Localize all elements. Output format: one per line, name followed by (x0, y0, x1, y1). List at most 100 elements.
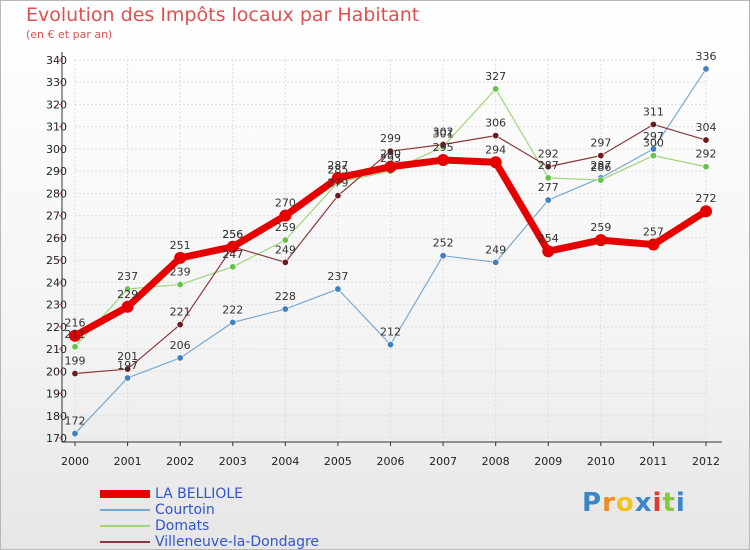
data-label: 247 (222, 248, 243, 261)
data-label: 239 (170, 266, 191, 279)
data-point (281, 236, 289, 244)
data-label: 249 (275, 243, 296, 256)
chart-subtitle: (en € et par an) (26, 28, 113, 41)
data-label: 201 (117, 350, 138, 363)
data-label: 252 (433, 237, 454, 250)
y-tick-label: 270 (46, 210, 67, 223)
legend-swatch (100, 525, 150, 527)
legend-label: Courtoin (155, 502, 215, 518)
legend-label: Domats (155, 518, 210, 534)
x-tick-label: 2002 (166, 455, 194, 468)
data-point (71, 343, 79, 351)
data-point (124, 374, 132, 382)
y-tick-label: 240 (46, 276, 67, 289)
data-label: 290 (380, 148, 401, 161)
data-label: 216 (65, 317, 86, 330)
data-label: 206 (170, 339, 191, 352)
data-label: 306 (485, 117, 506, 130)
y-tick-label: 190 (46, 388, 67, 401)
data-point (279, 209, 292, 222)
data-point (439, 140, 447, 148)
data-label: 287 (538, 159, 559, 172)
data-point (229, 318, 237, 326)
data-label: 228 (275, 290, 296, 303)
data-point (229, 263, 237, 271)
y-tick-label: 260 (46, 232, 67, 245)
data-label: 199 (65, 355, 86, 368)
data-point (281, 305, 289, 313)
legend-swatch (100, 541, 150, 543)
data-point (544, 196, 552, 204)
logo-letter: P (582, 488, 603, 518)
x-tick-label: 2005 (324, 455, 352, 468)
y-tick-label: 230 (46, 299, 67, 312)
legend-label: Villeneuve-la-Dondagre (155, 534, 320, 550)
proxiti-logo: Proxiti (582, 488, 686, 518)
data-label: 302 (433, 125, 454, 138)
x-tick-label: 2008 (482, 455, 510, 468)
data-label: 299 (380, 132, 401, 145)
y-tick-label: 320 (46, 98, 67, 111)
data-label: 293 (380, 152, 401, 165)
data-point (71, 430, 79, 438)
data-label: 297 (590, 137, 611, 150)
data-point (176, 281, 184, 289)
x-tick-label: 2010 (587, 455, 615, 468)
data-point (281, 258, 289, 266)
data-label: 249 (485, 243, 506, 256)
data-point (226, 240, 239, 253)
data-label: 304 (696, 121, 717, 134)
data-point (702, 163, 710, 171)
data-label: 257 (643, 226, 664, 239)
data-label: 292 (696, 148, 717, 161)
data-label: 285 (327, 163, 348, 176)
data-label: 297 (643, 130, 664, 143)
y-tick-label: 340 (46, 54, 67, 67)
data-point (386, 341, 394, 349)
data-point (124, 285, 132, 293)
legend-label: LA BELLIOLE (155, 486, 243, 502)
data-point (176, 354, 184, 362)
data-point (647, 238, 660, 251)
data-point (71, 370, 79, 378)
data-label: 277 (538, 181, 559, 194)
data-label: 256 (222, 228, 243, 241)
y-tick-label: 280 (46, 187, 67, 200)
logo-letter: o (615, 488, 635, 518)
data-point (544, 174, 552, 182)
data-label: 259 (590, 221, 611, 234)
data-label: 295 (433, 141, 454, 154)
data-point (174, 251, 187, 264)
data-point (542, 245, 555, 258)
chart-title: Evolution des Impôts locaux par Habitant (26, 4, 420, 26)
data-point (331, 171, 344, 184)
data-label: 287 (327, 159, 348, 172)
y-tick-label: 300 (46, 143, 67, 156)
y-tick-label: 310 (46, 121, 67, 134)
data-point (334, 192, 342, 200)
data-point (594, 234, 607, 247)
x-tick-label: 2006 (377, 455, 405, 468)
data-label: 301 (433, 128, 454, 141)
data-point (176, 321, 184, 329)
data-point (124, 365, 132, 373)
data-point (597, 176, 605, 184)
y-tick-label: 170 (46, 432, 67, 445)
data-label: 222 (222, 303, 243, 316)
data-point (649, 152, 657, 160)
data-point (492, 132, 500, 140)
data-label: 270 (275, 197, 296, 210)
data-point (489, 156, 502, 169)
x-tick-label: 2000 (61, 455, 89, 468)
logo-letter: t (662, 488, 676, 518)
x-tick-label: 2001 (114, 455, 142, 468)
data-point (700, 205, 712, 218)
data-point (437, 154, 450, 167)
data-point (702, 65, 710, 73)
legend-swatch (100, 490, 150, 498)
data-label: 172 (65, 415, 86, 428)
data-point (439, 252, 447, 260)
data-point (649, 120, 657, 128)
